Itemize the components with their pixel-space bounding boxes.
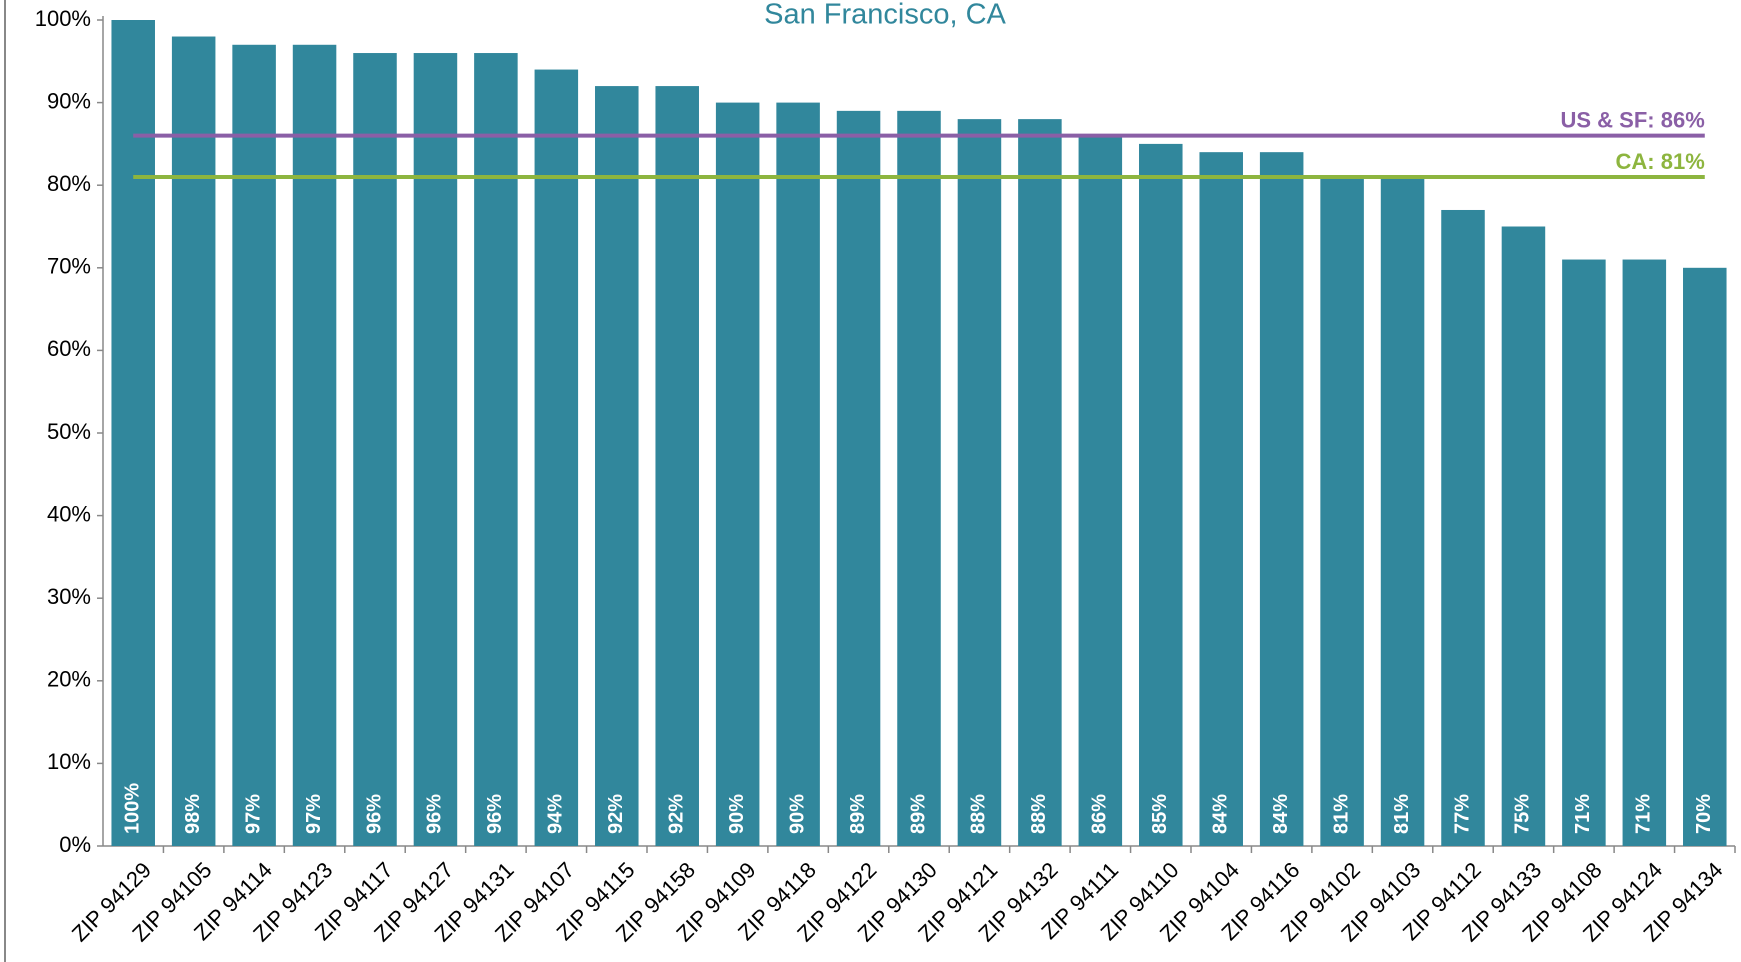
value-label: 85% [1149, 794, 1171, 834]
bar [957, 119, 1002, 847]
chart-title: San Francisco, CA [764, 0, 1006, 31]
bar [897, 110, 941, 847]
y-tick-label: 100% [35, 6, 91, 31]
bar [413, 53, 458, 847]
value-label: 84% [1270, 794, 1292, 834]
value-label: 92% [605, 794, 627, 834]
y-tick-label: 10% [47, 749, 91, 774]
reference-label: CA: 81% [1616, 149, 1705, 174]
value-label: 90% [726, 794, 748, 834]
y-tick-label: 70% [47, 254, 91, 279]
value-label: 98% [182, 794, 204, 834]
bar [111, 20, 155, 846]
y-tick-label: 60% [47, 336, 91, 361]
value-label: 86% [1089, 794, 1111, 834]
value-label: 77% [1451, 794, 1473, 834]
value-label: 84% [1210, 794, 1232, 834]
bar [534, 69, 579, 846]
value-label: 71% [1572, 794, 1594, 834]
value-label: 97% [242, 794, 264, 834]
value-label: 81% [1330, 794, 1352, 834]
y-tick-label: 50% [47, 419, 91, 444]
bar [655, 86, 699, 846]
value-label: 94% [545, 794, 567, 834]
bar [1199, 152, 1243, 846]
bar [1501, 226, 1546, 846]
bar [474, 53, 518, 847]
bar [1622, 259, 1667, 846]
bar [1259, 152, 1304, 846]
bar [292, 44, 337, 846]
bar [1380, 176, 1425, 846]
value-label: 96% [424, 794, 446, 834]
y-tick-label: 20% [47, 667, 91, 692]
bar [1441, 209, 1485, 847]
y-tick-label: 30% [47, 584, 91, 609]
value-label: 71% [1633, 794, 1655, 834]
value-label: 89% [847, 794, 869, 834]
value-label: 81% [1391, 794, 1413, 834]
value-label: 75% [1512, 794, 1534, 834]
y-tick-label: 0% [59, 832, 91, 857]
bar [353, 53, 397, 847]
bar [1078, 135, 1123, 846]
value-label: 96% [363, 794, 385, 834]
bar [1139, 143, 1183, 846]
value-label: 89% [907, 794, 929, 834]
bar [1683, 267, 1727, 846]
y-tick-label: 80% [47, 171, 91, 196]
bar [171, 36, 216, 846]
bar [1562, 259, 1606, 846]
value-label: 100% [122, 783, 144, 834]
bar [776, 102, 820, 847]
value-label: 96% [484, 794, 506, 834]
bar [836, 110, 881, 847]
bar [1320, 176, 1364, 846]
bar [232, 44, 276, 846]
value-label: 88% [1028, 794, 1050, 834]
y-tick-label: 40% [47, 501, 91, 526]
value-label: 88% [968, 794, 990, 834]
bar [715, 102, 760, 847]
value-label: 92% [666, 794, 688, 834]
value-label: 97% [303, 794, 325, 834]
bar [1018, 119, 1062, 847]
value-label: 90% [786, 794, 808, 834]
bar [595, 86, 639, 846]
reference-label: US & SF: 86% [1561, 107, 1705, 132]
value-label: 70% [1693, 794, 1715, 834]
y-tick-label: 90% [47, 88, 91, 113]
